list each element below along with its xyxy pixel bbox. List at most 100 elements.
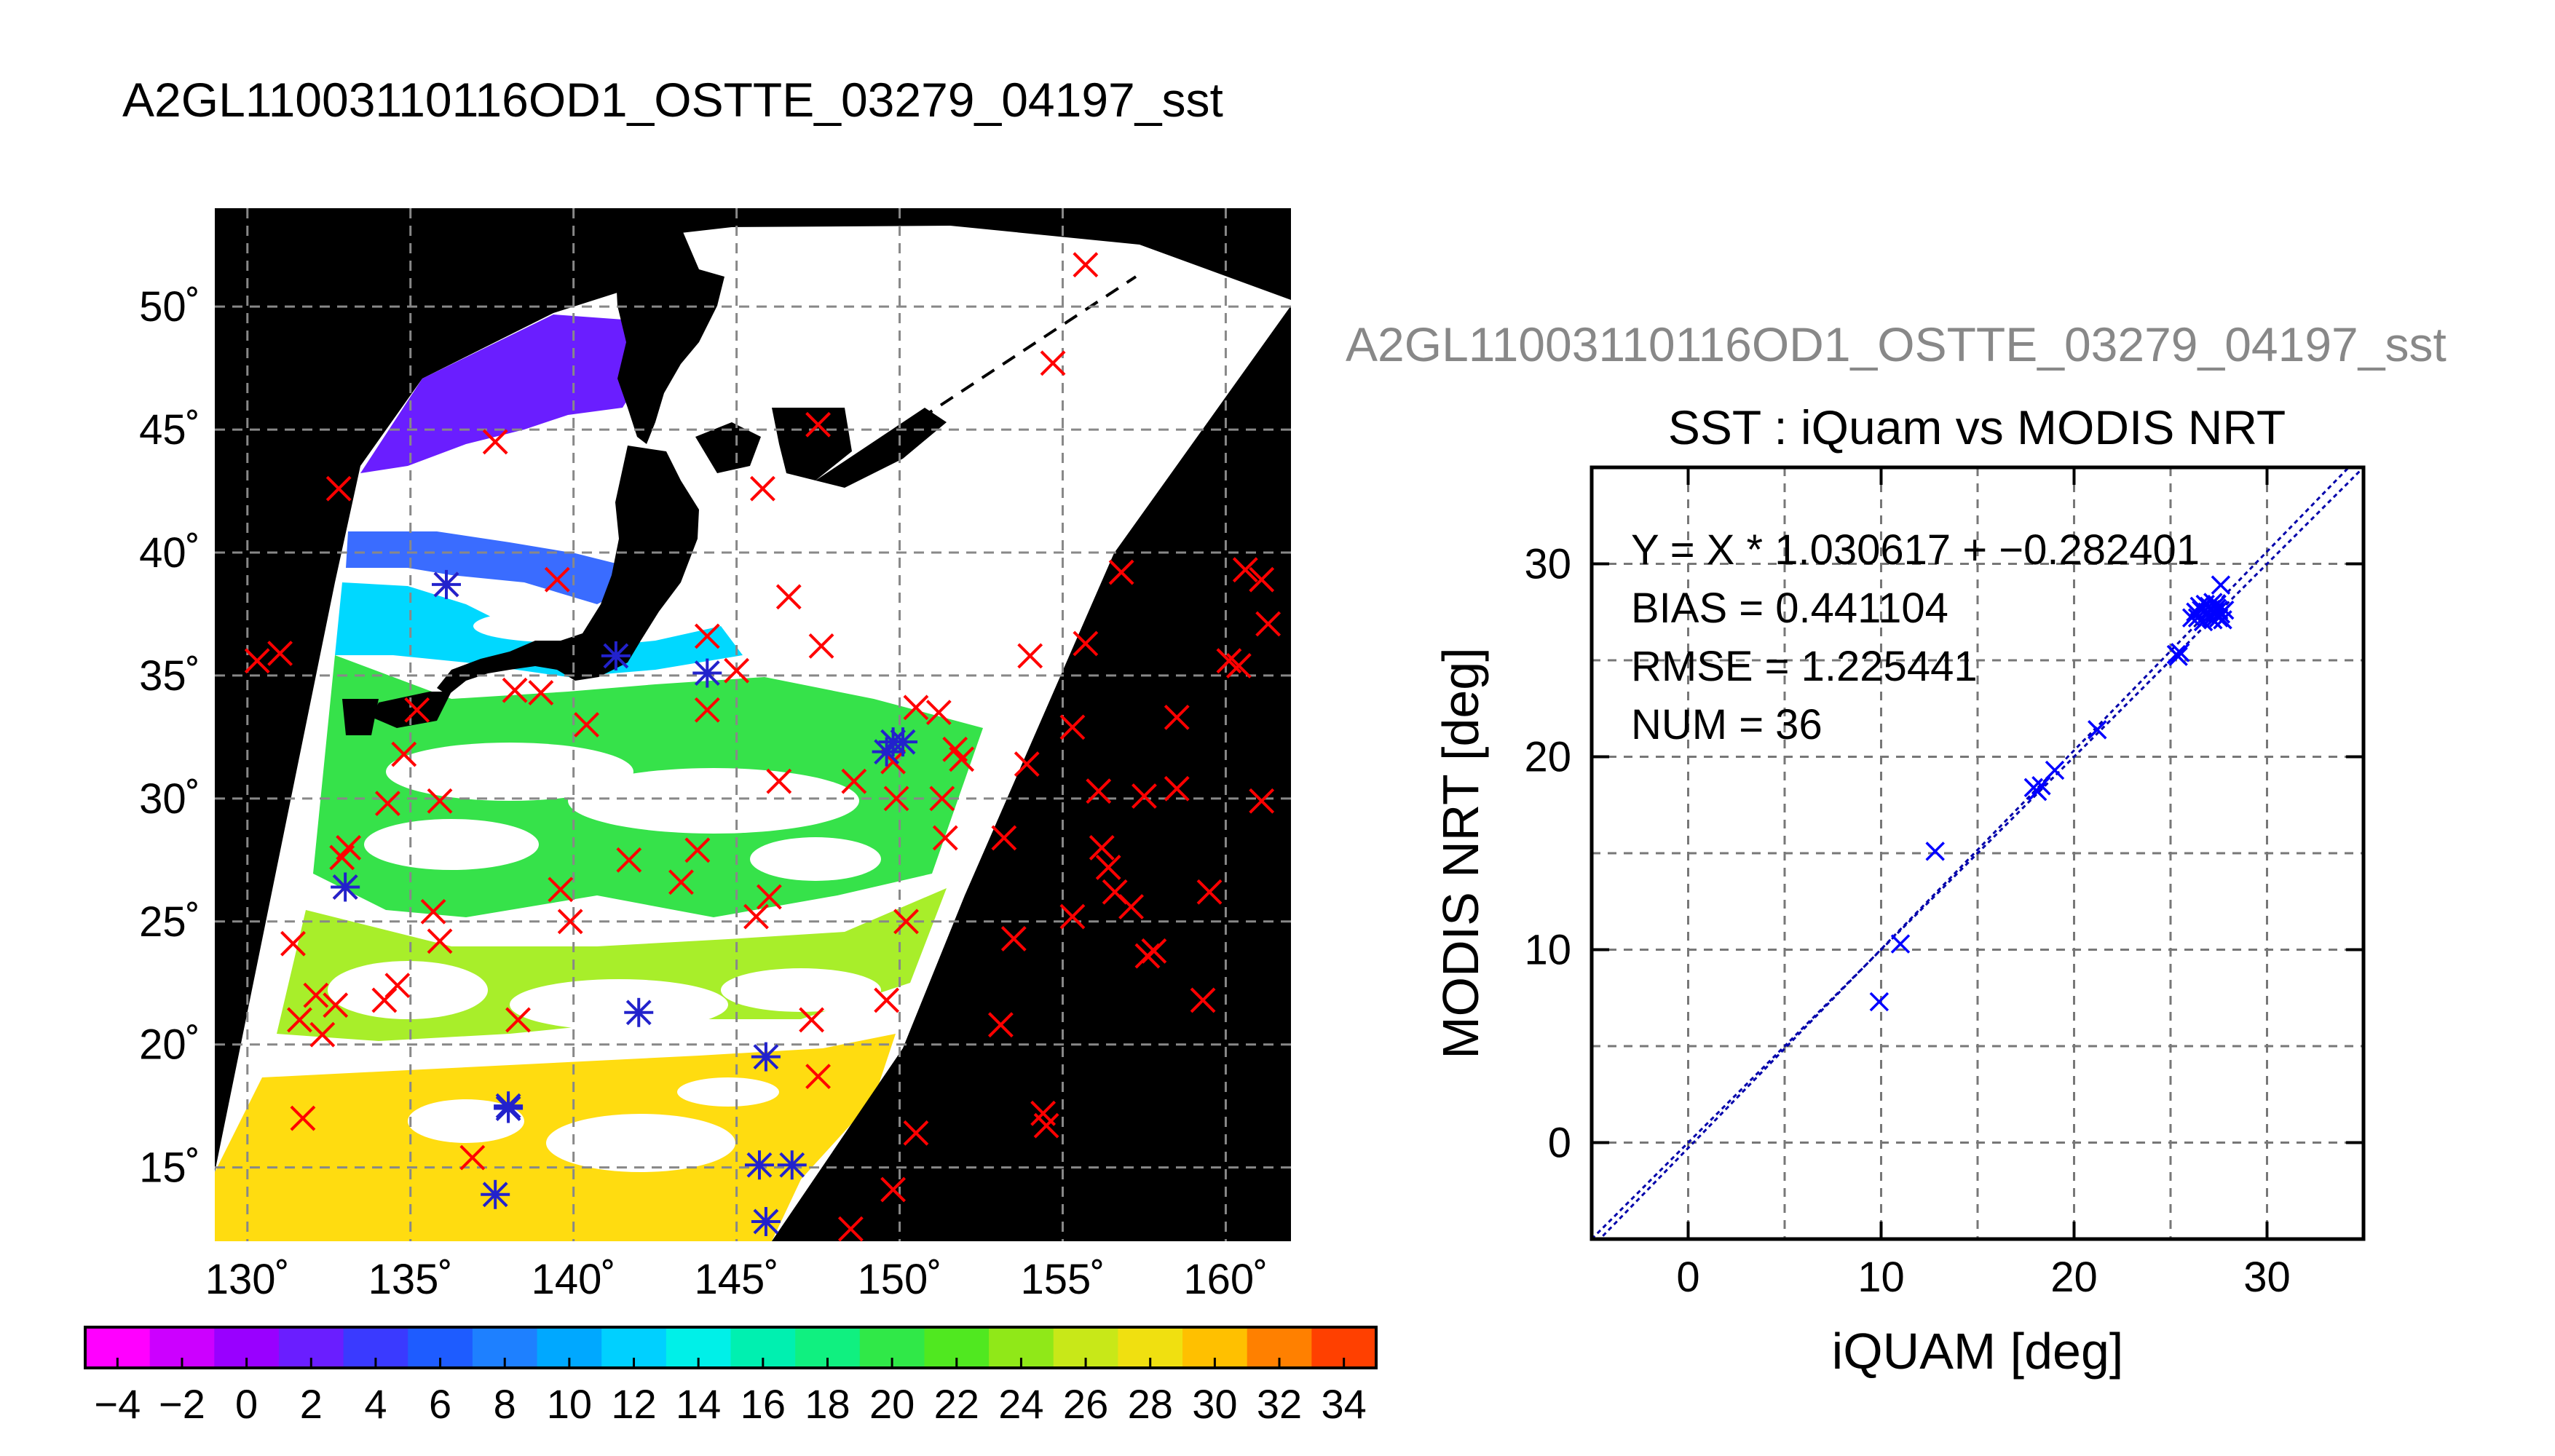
buoy-cross bbox=[420, 898, 446, 925]
buoy-cross bbox=[1232, 557, 1258, 583]
scatter-xlabel: iQUAM [deg] bbox=[1832, 1323, 2124, 1380]
scatter-point bbox=[2027, 781, 2047, 802]
buoy-star bbox=[494, 1093, 524, 1123]
buoy-cross bbox=[459, 1144, 486, 1171]
buoy-cross bbox=[903, 695, 929, 721]
scatter-annotation: NUM = 36 bbox=[1631, 701, 1823, 748]
map-lon-tick-label: 150˚ bbox=[857, 1256, 941, 1303]
scatter-point bbox=[2211, 575, 2231, 595]
buoy-cross bbox=[290, 1105, 316, 1131]
scatter-x-tick-label: 0 bbox=[1676, 1254, 1699, 1301]
buoy-cross bbox=[544, 566, 570, 593]
buoy-cross bbox=[883, 786, 909, 812]
buoy-cross bbox=[929, 786, 955, 812]
scatter-point bbox=[1890, 934, 1911, 954]
buoy-cross bbox=[280, 930, 306, 957]
buoy-cross bbox=[1132, 783, 1157, 809]
regression-lines bbox=[1592, 467, 2364, 1239]
buoy-cross bbox=[1249, 566, 1275, 593]
colorbar-tick-label: 14 bbox=[676, 1381, 721, 1427]
buoy-cross bbox=[287, 1007, 312, 1033]
colorbar-tick-label: 16 bbox=[741, 1381, 786, 1427]
regression-line bbox=[1598, 467, 2350, 1239]
colorbar-tick-label: 0 bbox=[235, 1381, 258, 1427]
buoy-cross bbox=[1255, 611, 1282, 637]
scatter-point bbox=[2031, 776, 2051, 796]
scatter-point bbox=[2171, 643, 2190, 662]
buoy-cross bbox=[1164, 775, 1190, 802]
map-lat-tick-label: 30˚ bbox=[139, 775, 200, 823]
buoy-star bbox=[331, 872, 360, 902]
buoy-star bbox=[481, 1179, 510, 1209]
buoy-star bbox=[744, 1150, 774, 1180]
scatter-point bbox=[1869, 992, 1889, 1012]
map-latitude-labels: 15˚ 20˚ 25˚ 30˚ 35˚ 40˚ 45˚ 50˚ bbox=[139, 283, 200, 1191]
scatter-point bbox=[2214, 600, 2235, 620]
buoy-cross bbox=[841, 768, 867, 794]
buoy-cross bbox=[1059, 714, 1086, 740]
buoy-star bbox=[751, 1042, 781, 1072]
buoy-cross bbox=[427, 928, 453, 954]
colorbar-frame bbox=[84, 1326, 1378, 1369]
buoy-star bbox=[777, 1150, 807, 1180]
buoy-cross bbox=[1073, 252, 1099, 278]
buoy-cross bbox=[1164, 704, 1190, 730]
buoy-cross bbox=[925, 700, 952, 726]
buoy-cross bbox=[694, 623, 720, 649]
scatter-y-tick-label: 0 bbox=[1548, 1120, 1571, 1167]
buoy-cross bbox=[1108, 559, 1134, 585]
buoy-cross bbox=[336, 835, 362, 860]
buoy-cross bbox=[684, 837, 711, 863]
map-lon-tick-label: 155˚ bbox=[1020, 1256, 1105, 1303]
buoy-cross bbox=[932, 825, 958, 851]
colorbar-tick-label: 4 bbox=[364, 1381, 387, 1427]
cloud-overlay bbox=[328, 579, 881, 1172]
buoy-cross bbox=[1089, 835, 1115, 860]
buoy-cross bbox=[987, 1012, 1014, 1038]
buoy-cross bbox=[1017, 643, 1043, 669]
map-lat-tick-label: 35˚ bbox=[139, 652, 200, 700]
buoy-cross bbox=[557, 909, 583, 935]
buoy-cross bbox=[799, 1007, 825, 1033]
scatter-frame bbox=[1590, 465, 2366, 1241]
buoy-cross bbox=[1033, 1112, 1059, 1139]
sst-colorbar bbox=[84, 1326, 1378, 1369]
buoy-cross bbox=[325, 475, 352, 502]
sst-band-purple bbox=[360, 314, 641, 473]
scatter-y-tick-label: 30 bbox=[1524, 541, 1571, 588]
buoy-cross bbox=[267, 641, 293, 666]
colorbar-tick-label: 24 bbox=[998, 1381, 1043, 1427]
scatter-annotation: Y = X * 1.030617 + −0.282401 bbox=[1631, 526, 2200, 574]
colorbar-tick-label: 22 bbox=[934, 1381, 979, 1427]
buoy-cross bbox=[404, 697, 430, 723]
scatter-point bbox=[2197, 602, 2217, 622]
colorbar-tick-label: −2 bbox=[159, 1381, 205, 1427]
buoy-cross bbox=[1014, 751, 1040, 777]
buoy-cross bbox=[384, 973, 411, 999]
map-lon-tick-label: 130˚ bbox=[205, 1256, 290, 1303]
buoy-star bbox=[888, 727, 918, 757]
map-lat-tick-label: 50˚ bbox=[139, 283, 200, 331]
buoy-cross bbox=[775, 584, 802, 610]
buoy-cross bbox=[548, 877, 574, 903]
buoy-cross bbox=[949, 746, 975, 772]
colorbar-tick-label: 20 bbox=[869, 1381, 915, 1427]
buoy-cross bbox=[874, 987, 900, 1013]
buoy-cross bbox=[1118, 894, 1144, 919]
buoy-cross bbox=[750, 475, 775, 502]
colorbar-tick-label: 30 bbox=[1192, 1381, 1237, 1427]
scatter-title: SST : iQuam vs MODIS NRT bbox=[1668, 400, 2286, 454]
map-lon-tick-label: 160˚ bbox=[1183, 1256, 1268, 1303]
buoy-cross bbox=[694, 697, 720, 723]
buoy-cross bbox=[1000, 926, 1027, 951]
buoy-cross bbox=[323, 992, 349, 1018]
map-lat-tick-label: 45˚ bbox=[139, 406, 200, 454]
map-lon-tick-label: 145˚ bbox=[695, 1256, 779, 1303]
swath-outside-east bbox=[772, 306, 1291, 1241]
buoy-cross bbox=[1040, 350, 1066, 376]
colorbar-tick-label: 12 bbox=[611, 1381, 656, 1427]
buoy-cross bbox=[1086, 778, 1112, 804]
scatter-point bbox=[2201, 608, 2221, 628]
buoy-star bbox=[624, 997, 654, 1027]
